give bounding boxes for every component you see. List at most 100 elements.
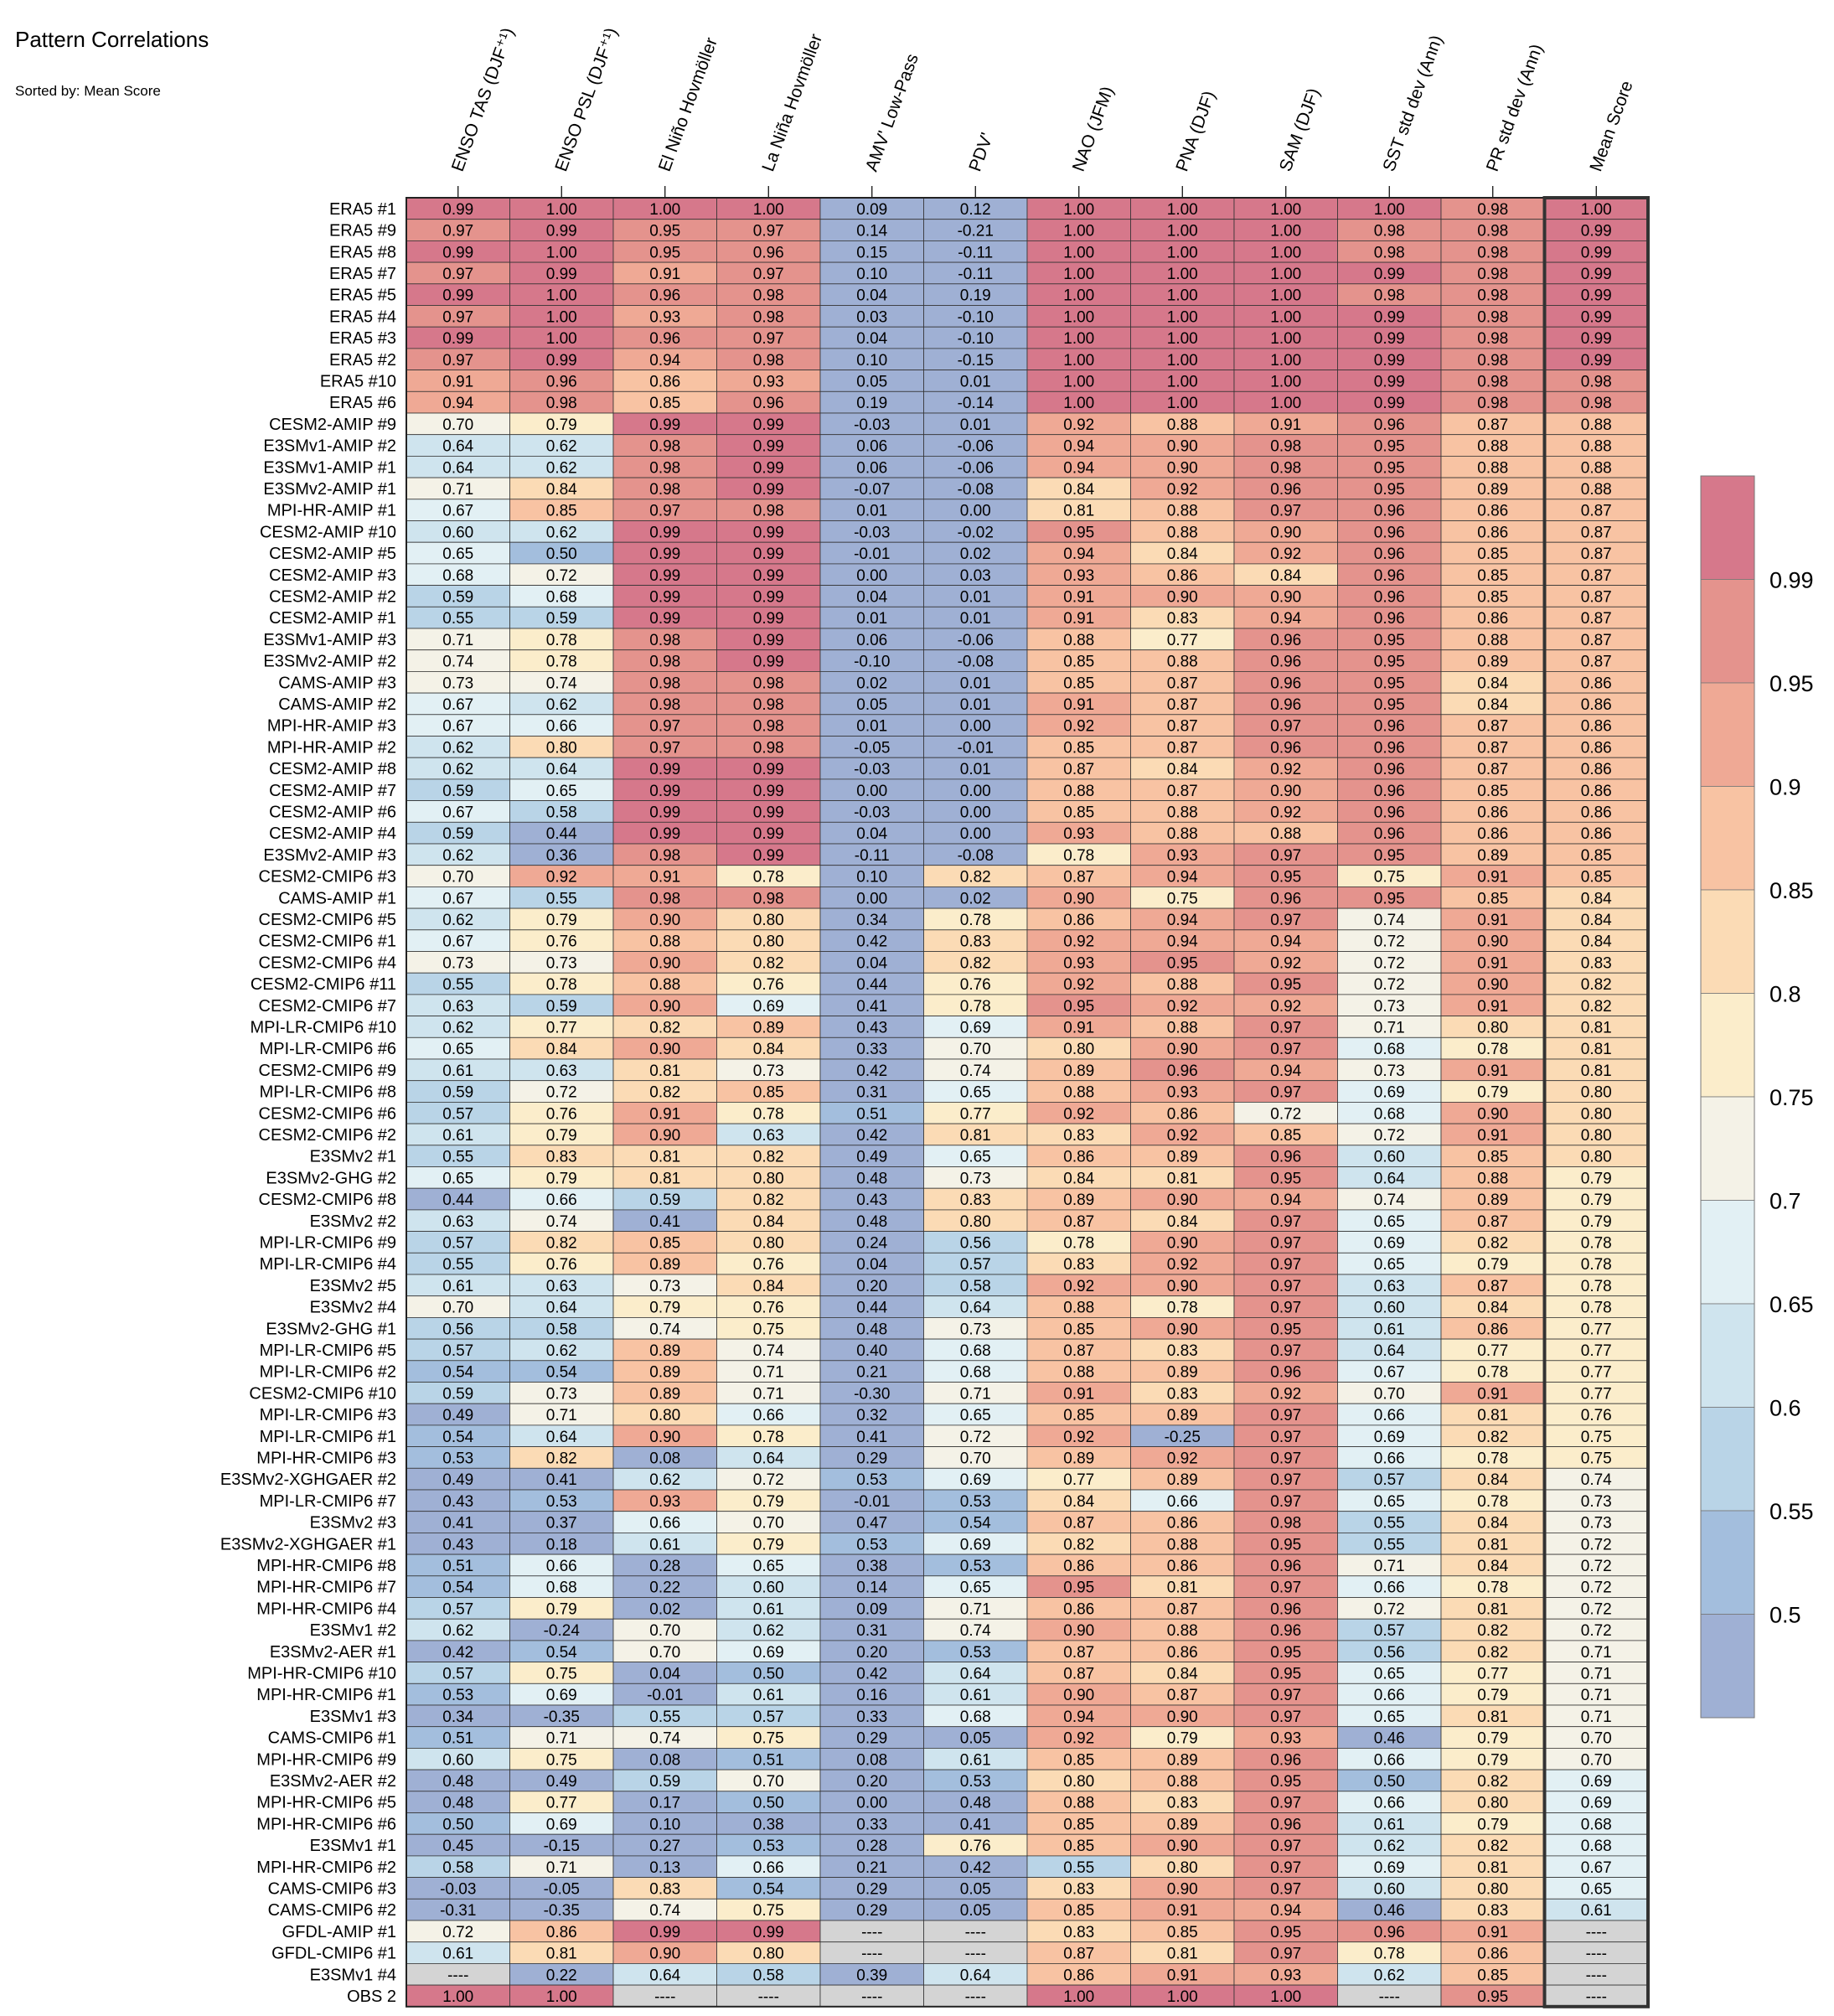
cell-value: 0.01 <box>960 373 991 390</box>
cell-value: 0.33 <box>856 1041 887 1058</box>
cell-value: 0.83 <box>1063 1924 1094 1941</box>
cell-value: 0.88 <box>1581 438 1612 456</box>
cell-value: 0.76 <box>546 1256 577 1274</box>
cell-value: 0.74 <box>649 1321 680 1338</box>
cell-value: 0.99 <box>649 610 680 628</box>
cell-value: 0.81 <box>1477 1708 1508 1726</box>
cell-value: 1.00 <box>1167 373 1198 390</box>
chart-subtitle: Sorted by: Mean Score <box>15 83 161 99</box>
cell-value: 0.94 <box>1167 869 1198 887</box>
cell-value: 0.82 <box>546 1450 577 1467</box>
cell-value: 0.59 <box>442 1385 473 1403</box>
column-header: AMV' Low-Pass <box>862 51 922 174</box>
heatmap-cell <box>1026 499 1131 521</box>
cell-value: 0.64 <box>960 1967 991 1984</box>
cell-value: 1.00 <box>1063 373 1094 390</box>
cell-value: 0.61 <box>753 1600 784 1618</box>
colorbar-tick-label: 0.9 <box>1769 775 1801 800</box>
cell-value: 0.86 <box>1477 524 1508 541</box>
cell-value: 0.74 <box>546 1213 577 1231</box>
cell-value: 1.00 <box>1270 330 1301 348</box>
heatmap-cell <box>819 778 924 802</box>
cell-value: 0.99 <box>649 804 680 821</box>
column-headers: ENSO TAS (DJF⁺¹) ENSO PSL (DJF⁺¹) El Niño … <box>448 25 1637 198</box>
cell-value: 1.00 <box>1270 373 1301 390</box>
cell-value: 0.89 <box>1167 1751 1198 1769</box>
cell-value: 0.15 <box>856 244 887 261</box>
cell-value: 1.00 <box>1270 1988 1301 2006</box>
heatmap-cell <box>819 305 924 328</box>
cell-value: 0.76 <box>546 933 577 951</box>
cell-value: 0.97 <box>1270 718 1301 736</box>
cell-value: 0.88 <box>1063 1364 1094 1382</box>
cell-value: -0.05 <box>854 739 890 757</box>
cell-value: 0.61 <box>960 1751 991 1769</box>
cell-value: 0.65 <box>442 545 473 563</box>
cell-value: 0.79 <box>1477 1730 1508 1748</box>
cell-value: 0.42 <box>856 1665 887 1683</box>
cell-value: 0.99 <box>753 545 784 563</box>
heatmap-cell <box>612 477 717 500</box>
cell-value: 0.83 <box>1167 1342 1198 1360</box>
cell-value: 0.71 <box>753 1385 784 1403</box>
cell-value: 0.63 <box>546 1062 577 1080</box>
cell-value: 0.95 <box>1270 1665 1301 1683</box>
heatmap-cell <box>1337 800 1442 823</box>
cell-value: 0.78 <box>1477 1450 1508 1467</box>
cell-value: 0.85 <box>1477 588 1508 606</box>
cell-value: 0.04 <box>856 588 887 606</box>
cell-value: -0.01 <box>854 545 890 563</box>
cell-value: 0.96 <box>1374 588 1405 606</box>
cell-value: 0.80 <box>1477 1880 1508 1898</box>
row-label: ERA5 #8 <box>329 243 396 261</box>
cell-value: 0.85 <box>649 395 680 412</box>
cell-value: 0.48 <box>442 1773 473 1791</box>
heatmap-cell <box>1337 326 1442 349</box>
cell-value: 0.99 <box>649 545 680 563</box>
cell-value: 0.97 <box>649 718 680 736</box>
heatmap-cell <box>1337 714 1442 737</box>
cell-value: 1.00 <box>1167 266 1198 283</box>
heatmap-cell <box>509 499 614 521</box>
cell-value: -0.35 <box>544 1902 580 1920</box>
cell-value: 0.87 <box>1581 654 1612 671</box>
heatmap-cell <box>1233 390 1338 414</box>
cell-value: 0.49 <box>546 1773 577 1791</box>
cell-value: 0.80 <box>753 1946 784 1963</box>
cell-value: 0.95 <box>1374 890 1405 907</box>
cell-value: 0.99 <box>753 825 784 843</box>
row-label: E3SMv1 #3 <box>310 1708 396 1726</box>
cell-value: 0.94 <box>1270 610 1301 628</box>
row-label: MPI-HR-CMIP6 #7 <box>256 1579 396 1597</box>
cell-value: 0.85 <box>1477 783 1508 800</box>
heatmap-cell <box>1440 326 1545 349</box>
cell-value: 0.91 <box>1477 912 1508 929</box>
cell-value: 0.71 <box>546 1730 577 1748</box>
cell-value: 1.00 <box>1063 395 1094 412</box>
cell-value: 0.06 <box>856 438 887 456</box>
heatmap-cell <box>1337 390 1442 414</box>
cell-value: 0.20 <box>856 1278 887 1295</box>
cell-value: 0.97 <box>442 352 473 370</box>
heatmap-cell <box>819 671 924 694</box>
heatmap-cell <box>819 412 924 436</box>
cell-value: 0.18 <box>546 1536 577 1553</box>
cell-value: 0.76 <box>1581 1407 1612 1424</box>
heatmap-cell <box>509 736 614 758</box>
row-label: MPI-LR-CMIP6 #10 <box>251 1018 397 1036</box>
cell-value: 0.79 <box>1477 1084 1508 1102</box>
cell-value: 0.99 <box>753 847 784 865</box>
row-label: MPI-HR-CMIP6 #6 <box>256 1815 396 1833</box>
cell-value: 0.76 <box>753 976 784 994</box>
cell-value: 0.61 <box>442 1127 473 1145</box>
cell-value: 0.99 <box>649 761 680 778</box>
cell-value: 0.85 <box>1581 847 1612 865</box>
row-label: MPI-HR-CMIP6 #9 <box>256 1750 396 1769</box>
cell-value: 0.96 <box>1270 632 1301 649</box>
heatmap-cell <box>1544 197 1649 220</box>
cell-value: 0.91 <box>1167 1902 1198 1920</box>
cell-value: 0.00 <box>856 783 887 800</box>
heatmap-cell <box>1026 628 1131 651</box>
cell-value: 0.01 <box>960 416 991 434</box>
cell-value: 0.99 <box>753 567 784 585</box>
